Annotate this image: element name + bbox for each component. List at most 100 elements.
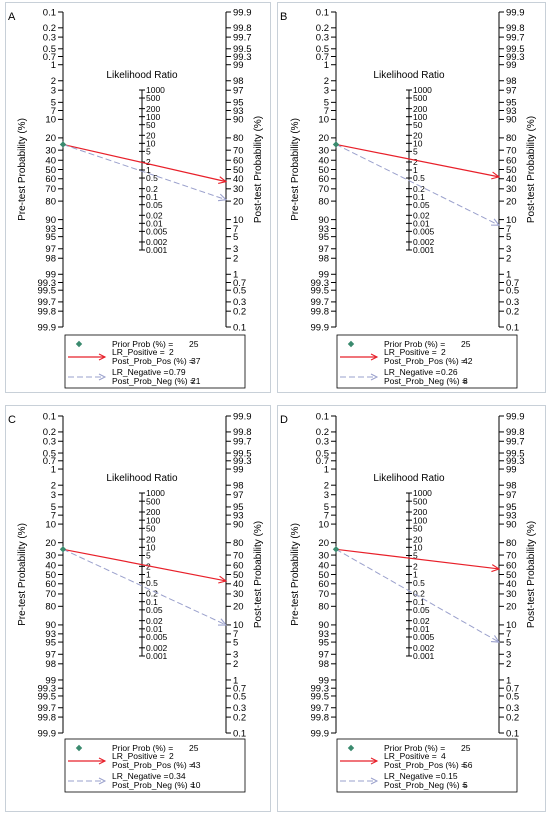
lr-tick-label: 0.01 — [413, 624, 430, 634]
post-test-axis-title: Post-test Probability (%) — [526, 521, 537, 628]
pre-test-tick-label: 7 — [51, 510, 56, 521]
lr-tick-label: 2 — [413, 562, 418, 572]
post-test-tick-label: 99.5 — [506, 448, 525, 459]
pre-test-tick-label: 98 — [318, 659, 329, 670]
post-test-tick-label: 2 — [233, 254, 238, 265]
legend-post-prob-pos-label: Post_Prob_Pos (%) = — [384, 760, 466, 770]
lr-tick-label: 0.5 — [413, 578, 425, 588]
post-test-tick-label: 0.2 — [233, 306, 246, 317]
pre-test-tick-label: 99 — [318, 270, 329, 281]
lr-tick-label: 500 — [413, 93, 427, 103]
pre-test-tick-label: 60 — [318, 579, 329, 590]
post-test-tick-label: 5 — [233, 232, 238, 243]
post-test-tick-label: 0.1 — [506, 322, 519, 333]
legend-post-prob-pos-value: 42 — [463, 356, 473, 366]
post-test-tick-label: 20 — [506, 196, 517, 207]
lr-tick-label: 0.1 — [146, 192, 158, 202]
post-test-tick-label: 5 — [506, 232, 511, 243]
pre-test-tick-label: 40 — [45, 156, 56, 167]
lr-tick-label: 0.5 — [146, 578, 158, 588]
lr-tick-label: 0.001 — [413, 245, 435, 255]
lr-tick-label: 0.002 — [146, 237, 168, 247]
lr-tick-label: 0.01 — [146, 219, 163, 229]
lr-negative-line — [335, 548, 500, 643]
pre-test-tick-label: 20 — [318, 133, 329, 144]
post-test-tick-label: 1 — [506, 675, 511, 686]
lr-tick-label: 1000 — [146, 488, 165, 498]
lr-tick-label: 5 — [413, 147, 418, 157]
lr-tick-label: 0.005 — [413, 632, 435, 642]
legend-post-prob-pos-label: Post_Prob_Pos (%) = — [384, 356, 466, 366]
post-test-tick-label: 99.8 — [506, 427, 525, 438]
post-test-tick-label: 1 — [233, 675, 238, 686]
pre-test-tick-label: 0.5 — [316, 448, 329, 459]
lr-tick-label: 0.002 — [146, 643, 168, 653]
lr-tick-label: 500 — [146, 93, 160, 103]
panel-letter: C — [8, 414, 16, 426]
lr-tick-label: 2 — [146, 562, 151, 572]
pre-test-tick-label: 99.8 — [311, 712, 330, 723]
post-test-tick-label: 0.2 — [506, 712, 519, 723]
pre-test-tick-label: 99.8 — [38, 712, 57, 723]
legend-negative-arrowhead — [98, 373, 107, 381]
post-test-tick-label: 0.7 — [506, 684, 519, 695]
lr-negative-arrowhead — [490, 635, 501, 643]
pre-test-tick-label: 1 — [324, 60, 329, 71]
post-test-tick-label: 90 — [233, 115, 244, 126]
pre-test-tick-label: 0.7 — [316, 456, 329, 467]
post-test-tick-label: 0.5 — [506, 286, 519, 297]
post-test-tick-label: 7 — [233, 629, 238, 640]
legend-post-prob-pos-value: 43 — [191, 760, 201, 770]
post-test-tick-label: 30 — [233, 184, 244, 195]
post-test-tick-label: 50 — [233, 570, 244, 581]
pre-test-tick-label: 99 — [45, 675, 56, 686]
post-test-tick-label: 30 — [233, 589, 244, 600]
pre-test-tick-label: 5 — [51, 502, 56, 513]
post-test-tick-label: 5 — [233, 637, 238, 648]
lr-tick-label: 20 — [146, 131, 156, 141]
legend-post-prob-neg-value: 21 — [191, 376, 201, 386]
legend-lr-negative-value: 0.79 — [169, 367, 186, 377]
pre-test-tick-label: 99.8 — [38, 306, 57, 317]
pre-test-tick-label: 93 — [45, 224, 56, 235]
post-test-tick-label: 7 — [233, 224, 238, 235]
legend-lr-negative-value: 0.34 — [169, 771, 186, 781]
lr-tick-label: 50 — [413, 120, 423, 130]
legend-box — [64, 738, 246, 793]
lr-tick-label: 0.2 — [413, 589, 425, 599]
pre-test-tick-label: 3 — [324, 490, 329, 501]
legend-post-prob-neg-label: Post_Prob_Neg (%) = — [112, 376, 195, 386]
pre-test-tick-label: 30 — [45, 550, 56, 561]
pre-test-tick-label: 40 — [318, 156, 329, 167]
post-test-tick-label: 99.5 — [233, 44, 252, 55]
lr-tick-label: 0.001 — [146, 245, 168, 255]
pre-test-tick-label: 5 — [51, 98, 56, 109]
post-test-tick-label: 95 — [506, 98, 517, 109]
pre-test-tick-label: 0.5 — [43, 448, 56, 459]
pre-test-tick-label: 30 — [318, 550, 329, 561]
pre-test-tick-label: 90 — [318, 620, 329, 631]
nomogram-panel-c: C 0.10.20.30.50.7123571020304050607080909… — [5, 405, 271, 812]
lr-tick-label: 50 — [146, 120, 156, 130]
post-test-tick-label: 10 — [506, 620, 517, 631]
post-test-tick-label: 99.8 — [233, 427, 252, 438]
post-test-tick-label: 95 — [506, 502, 517, 513]
pre-test-tick-label: 99.7 — [311, 703, 330, 714]
post-test-tick-label: 99.3 — [506, 456, 525, 467]
lr-positive-arrowhead — [491, 171, 501, 180]
post-test-tick-label: 99.8 — [233, 23, 252, 34]
post-test-tick-label: 60 — [506, 156, 517, 167]
lr-tick-label: 0.02 — [413, 616, 430, 626]
post-test-tick-label: 99.7 — [506, 437, 525, 448]
legend-prior-label: Prior Prob (%) = — [112, 743, 173, 753]
legend-post-prob-pos-label: Post_Prob_Pos (%) = — [112, 356, 194, 366]
legend-prior-marker — [347, 340, 355, 348]
pre-test-tick-label: 3 — [324, 86, 329, 97]
lr-tick-label: 0.2 — [146, 589, 158, 599]
legend-negative-arrowhead — [370, 777, 379, 785]
legend-box — [336, 334, 518, 389]
legend-lr-negative-label: LR_Negative = — [112, 367, 169, 377]
pre-test-tick-label: 1 — [51, 60, 56, 71]
post-test-tick-label: 20 — [233, 196, 244, 207]
pre-test-tick-label: 5 — [324, 502, 329, 513]
